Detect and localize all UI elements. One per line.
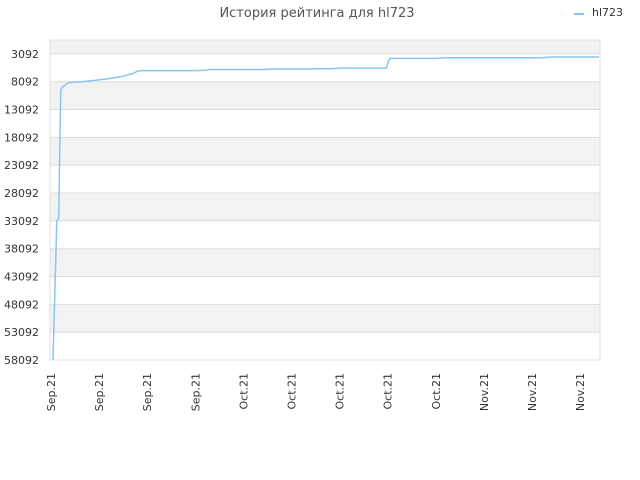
x-tick-label: Nov.21 (526, 373, 539, 411)
x-tick-label: Oct.21 (286, 373, 299, 410)
x-tick-label: Oct.21 (237, 373, 250, 410)
x-tick-label: Nov.21 (574, 373, 587, 411)
legend-label: hl723 (592, 6, 623, 19)
y-tick-label: 58092 (4, 354, 39, 367)
series-line-hl723 (52, 56, 599, 361)
y-tick-label: 48092 (4, 298, 39, 311)
y-tick-label: 18092 (4, 131, 39, 144)
y-axis-ticks: 3092 8092 13092 18092 23092 28092 33092 38092 43… (4, 48, 39, 367)
y-tick-label: 3092 (11, 48, 39, 61)
grid-band (50, 40, 600, 54)
x-tick-label: Nov.21 (478, 373, 491, 411)
y-tick-label: 28092 (4, 187, 39, 200)
y-tick-label: 8092 (11, 76, 39, 89)
y-tick-label: 53092 (4, 326, 39, 339)
x-tick-label: Sep.21 (93, 373, 106, 411)
x-tick-label: Oct.21 (430, 373, 443, 410)
chart-title: История рейтинга для hl723 (219, 6, 414, 21)
grid-band (50, 193, 600, 221)
legend[interactable]: hl723 (574, 6, 623, 19)
x-tick-label: Oct.21 (382, 373, 395, 410)
x-tick-label: Oct.21 (334, 373, 347, 410)
grid-band (50, 137, 600, 166)
x-tick-label: Sep.21 (141, 373, 154, 411)
y-tick-label: 13092 (4, 104, 39, 117)
grid-band (50, 81, 600, 110)
y-tick-label: 38092 (4, 243, 39, 256)
x-tick-label: Sep.21 (45, 373, 58, 411)
grid-band (50, 248, 600, 277)
grid-band (50, 304, 600, 333)
y-tick-label: 23092 (4, 159, 39, 172)
x-axis-ticks: Sep.21 Sep.21 Sep.21 Sep.21 Oct.21 Oct.21 Oct.… (45, 373, 587, 411)
y-tick-label: 33092 (4, 215, 39, 228)
grid-bands (50, 40, 600, 333)
y-tick-label: 43092 (4, 271, 39, 284)
plot-area-border (49, 39, 601, 361)
x-tick-label: Sep.21 (189, 373, 202, 411)
